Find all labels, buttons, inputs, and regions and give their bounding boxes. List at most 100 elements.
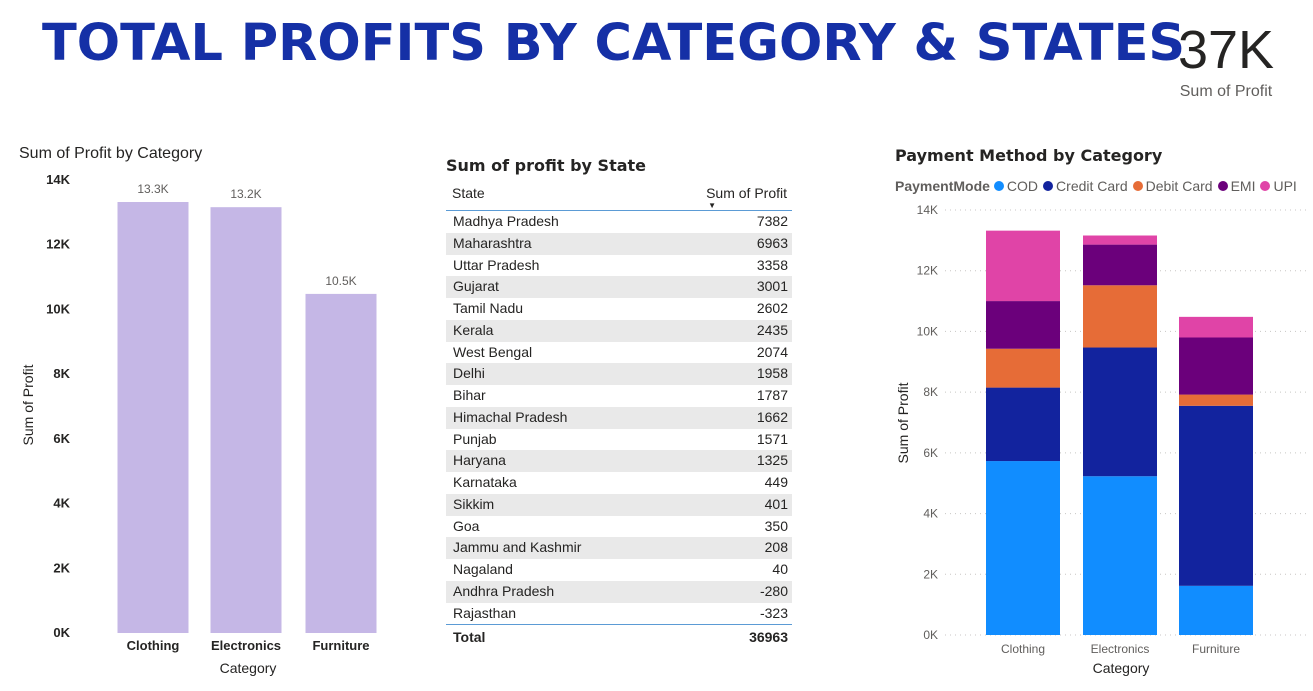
state-profit-value: 6963 xyxy=(756,234,788,251)
table-row[interactable]: Sikkim 401 xyxy=(446,493,792,516)
state-name: Sikkim xyxy=(453,495,495,512)
data-label: 13.3K xyxy=(137,182,168,196)
state-name: Rajasthan xyxy=(453,604,517,621)
payment-legend[interactable]: PaymentMode COD Credit Card Debit Card EMI U… xyxy=(895,178,1302,194)
state-profit-value: -323 xyxy=(759,604,788,621)
legend-dot-icon xyxy=(1217,181,1228,191)
table-row[interactable]: Maharashtra 6963 xyxy=(446,232,792,255)
table-row[interactable]: Bihar 1787 xyxy=(446,385,792,407)
stacked-bar-segment[interactable] xyxy=(1179,337,1253,395)
state-name: Karnataka xyxy=(453,474,517,490)
y-tick-label: 4K xyxy=(53,496,70,511)
stacked-bar-segment[interactable] xyxy=(1083,235,1157,245)
state-profit-value: 350 xyxy=(764,517,788,534)
state-profit-value: 1662 xyxy=(756,408,788,425)
table-row[interactable]: West Bengal 2074 xyxy=(446,342,792,364)
y-tick-label: 10K xyxy=(46,301,70,316)
table-row[interactable]: Himachal Pradesh 1662 xyxy=(446,406,792,429)
table-row[interactable]: Gujarat 3001 xyxy=(446,276,792,298)
stacked-bar-segment[interactable] xyxy=(1179,394,1253,406)
bar[interactable] xyxy=(305,293,377,633)
bar[interactable] xyxy=(210,207,282,633)
state-name: Haryana xyxy=(453,452,506,469)
table-row[interactable]: Karnataka 449 xyxy=(446,472,792,494)
table-row[interactable]: Tamil Nadu 2602 xyxy=(446,298,792,320)
stacked-bar-segment[interactable] xyxy=(1083,285,1157,348)
kpi-label: Sum of Profit xyxy=(1179,83,1273,100)
state-name: Tamil Nadu xyxy=(453,300,524,316)
bar[interactable] xyxy=(117,202,189,633)
state-profit-value: 2074 xyxy=(756,343,788,360)
table-row[interactable]: Uttar Pradesh 3358 xyxy=(446,255,792,277)
state-profit-value: 1571 xyxy=(756,430,788,447)
stacked-bar-segment[interactable] xyxy=(986,461,1060,635)
total-label: Total xyxy=(453,629,486,646)
table-row[interactable]: Punjab 1571 xyxy=(446,429,792,451)
x-axis-title: Category xyxy=(220,660,277,676)
table-row[interactable]: Jammu and Kashmir 208 xyxy=(446,537,792,559)
y-tick-label: 0K xyxy=(923,628,938,642)
y-axis-title: Sum of Profit xyxy=(20,364,36,445)
state-name: Bihar xyxy=(453,387,486,403)
kpi-value: 37K xyxy=(1177,20,1275,80)
table-row[interactable]: Nagaland 40 xyxy=(446,559,792,581)
state-profit-value: 40 xyxy=(772,561,788,577)
legend-item[interactable]: Credit Card xyxy=(1043,178,1128,194)
category-bar-chart[interactable]: 0K 2K 4K 6K 8K 10K 12K 14K 13.3K Clothing 13.2K Ele… xyxy=(0,150,420,690)
legend-label: UPI xyxy=(1273,178,1297,194)
state-profit-value: 3358 xyxy=(756,256,788,273)
payment-chart-title: Payment Method by Category xyxy=(895,146,1163,165)
legend-item[interactable]: EMI xyxy=(1217,178,1255,194)
table-row[interactable]: Goa 350 xyxy=(446,516,792,538)
state-profit-value: 7382 xyxy=(756,213,788,229)
state-name: Uttar Pradesh xyxy=(453,256,540,273)
y-tick-label: 14K xyxy=(917,203,938,217)
stacked-bar-segment[interactable] xyxy=(1179,316,1253,338)
column-header-state[interactable]: State xyxy=(452,185,485,201)
stacked-bar-segment[interactable] xyxy=(986,348,1060,388)
stacked-bar-segment[interactable] xyxy=(986,387,1060,462)
stacked-bar-segment[interactable] xyxy=(1083,244,1157,286)
state-profit-table[interactable]: State Sum of Profit ▼ Madhya Pradesh 7382… xyxy=(446,180,792,649)
page-title: TOTAL PROFITS BY CATEGORY & STATES xyxy=(42,14,1186,73)
stacked-bar-segment[interactable] xyxy=(1083,476,1157,635)
state-name: Nagaland xyxy=(453,561,513,577)
table-body: Madhya Pradesh 7382 Maharashtra 6963 Uttar P… xyxy=(446,211,792,624)
legend-item[interactable]: UPI xyxy=(1260,178,1297,194)
stacked-bar-segment[interactable] xyxy=(986,301,1060,349)
legend-label: Debit Card xyxy=(1145,178,1213,194)
legend-title: PaymentMode xyxy=(895,178,990,194)
payment-stacked-bar-chart[interactable]: 0K 2K 4K 6K 8K 10K 12K 14K Clothing Electronics Fu… xyxy=(893,200,1313,690)
x-tick-label: Furniture xyxy=(312,638,369,653)
state-name: Goa xyxy=(453,517,480,534)
legend-item[interactable]: Debit Card xyxy=(1132,178,1213,194)
legend-dot-icon xyxy=(1132,181,1143,191)
table-row[interactable]: Kerala 2435 xyxy=(446,319,792,342)
state-profit-value: 401 xyxy=(764,495,788,512)
table-row[interactable]: Rajasthan -323 xyxy=(446,603,792,625)
table-row[interactable]: Delhi 1958 xyxy=(446,363,792,385)
state-name: Delhi xyxy=(453,365,485,382)
y-tick-label: 2K xyxy=(923,567,938,581)
y-tick-label: 2K xyxy=(53,560,70,575)
sort-descending-icon[interactable]: ▼ xyxy=(708,201,716,210)
x-axis-title: Category xyxy=(1093,660,1150,676)
table-row[interactable]: Andhra Pradesh -280 xyxy=(446,580,792,603)
legend-label: COD xyxy=(1006,178,1039,194)
stacked-bar-segment[interactable] xyxy=(986,230,1060,302)
legend-item[interactable]: COD xyxy=(993,178,1039,194)
column-header-profit[interactable]: Sum of Profit xyxy=(706,185,787,201)
table-row[interactable]: Haryana 1325 xyxy=(446,450,792,472)
legend-dot-icon xyxy=(1260,181,1271,191)
stacked-bar-segment[interactable] xyxy=(1179,405,1253,586)
stacked-bar-segment[interactable] xyxy=(1179,585,1253,635)
state-name: Jammu and Kashmir xyxy=(453,539,582,556)
state-profit-value: 1325 xyxy=(756,452,788,469)
table-row[interactable]: Madhya Pradesh 7382 xyxy=(446,211,792,233)
stacked-bar-segment[interactable] xyxy=(1083,347,1157,477)
state-name: Maharashtra xyxy=(453,234,532,251)
state-name: Gujarat xyxy=(453,278,499,295)
state-name: West Bengal xyxy=(453,343,533,360)
x-tick-label: Clothing xyxy=(1001,642,1045,656)
kpi-card[interactable]: 37K Sum of Profit xyxy=(1140,18,1312,101)
